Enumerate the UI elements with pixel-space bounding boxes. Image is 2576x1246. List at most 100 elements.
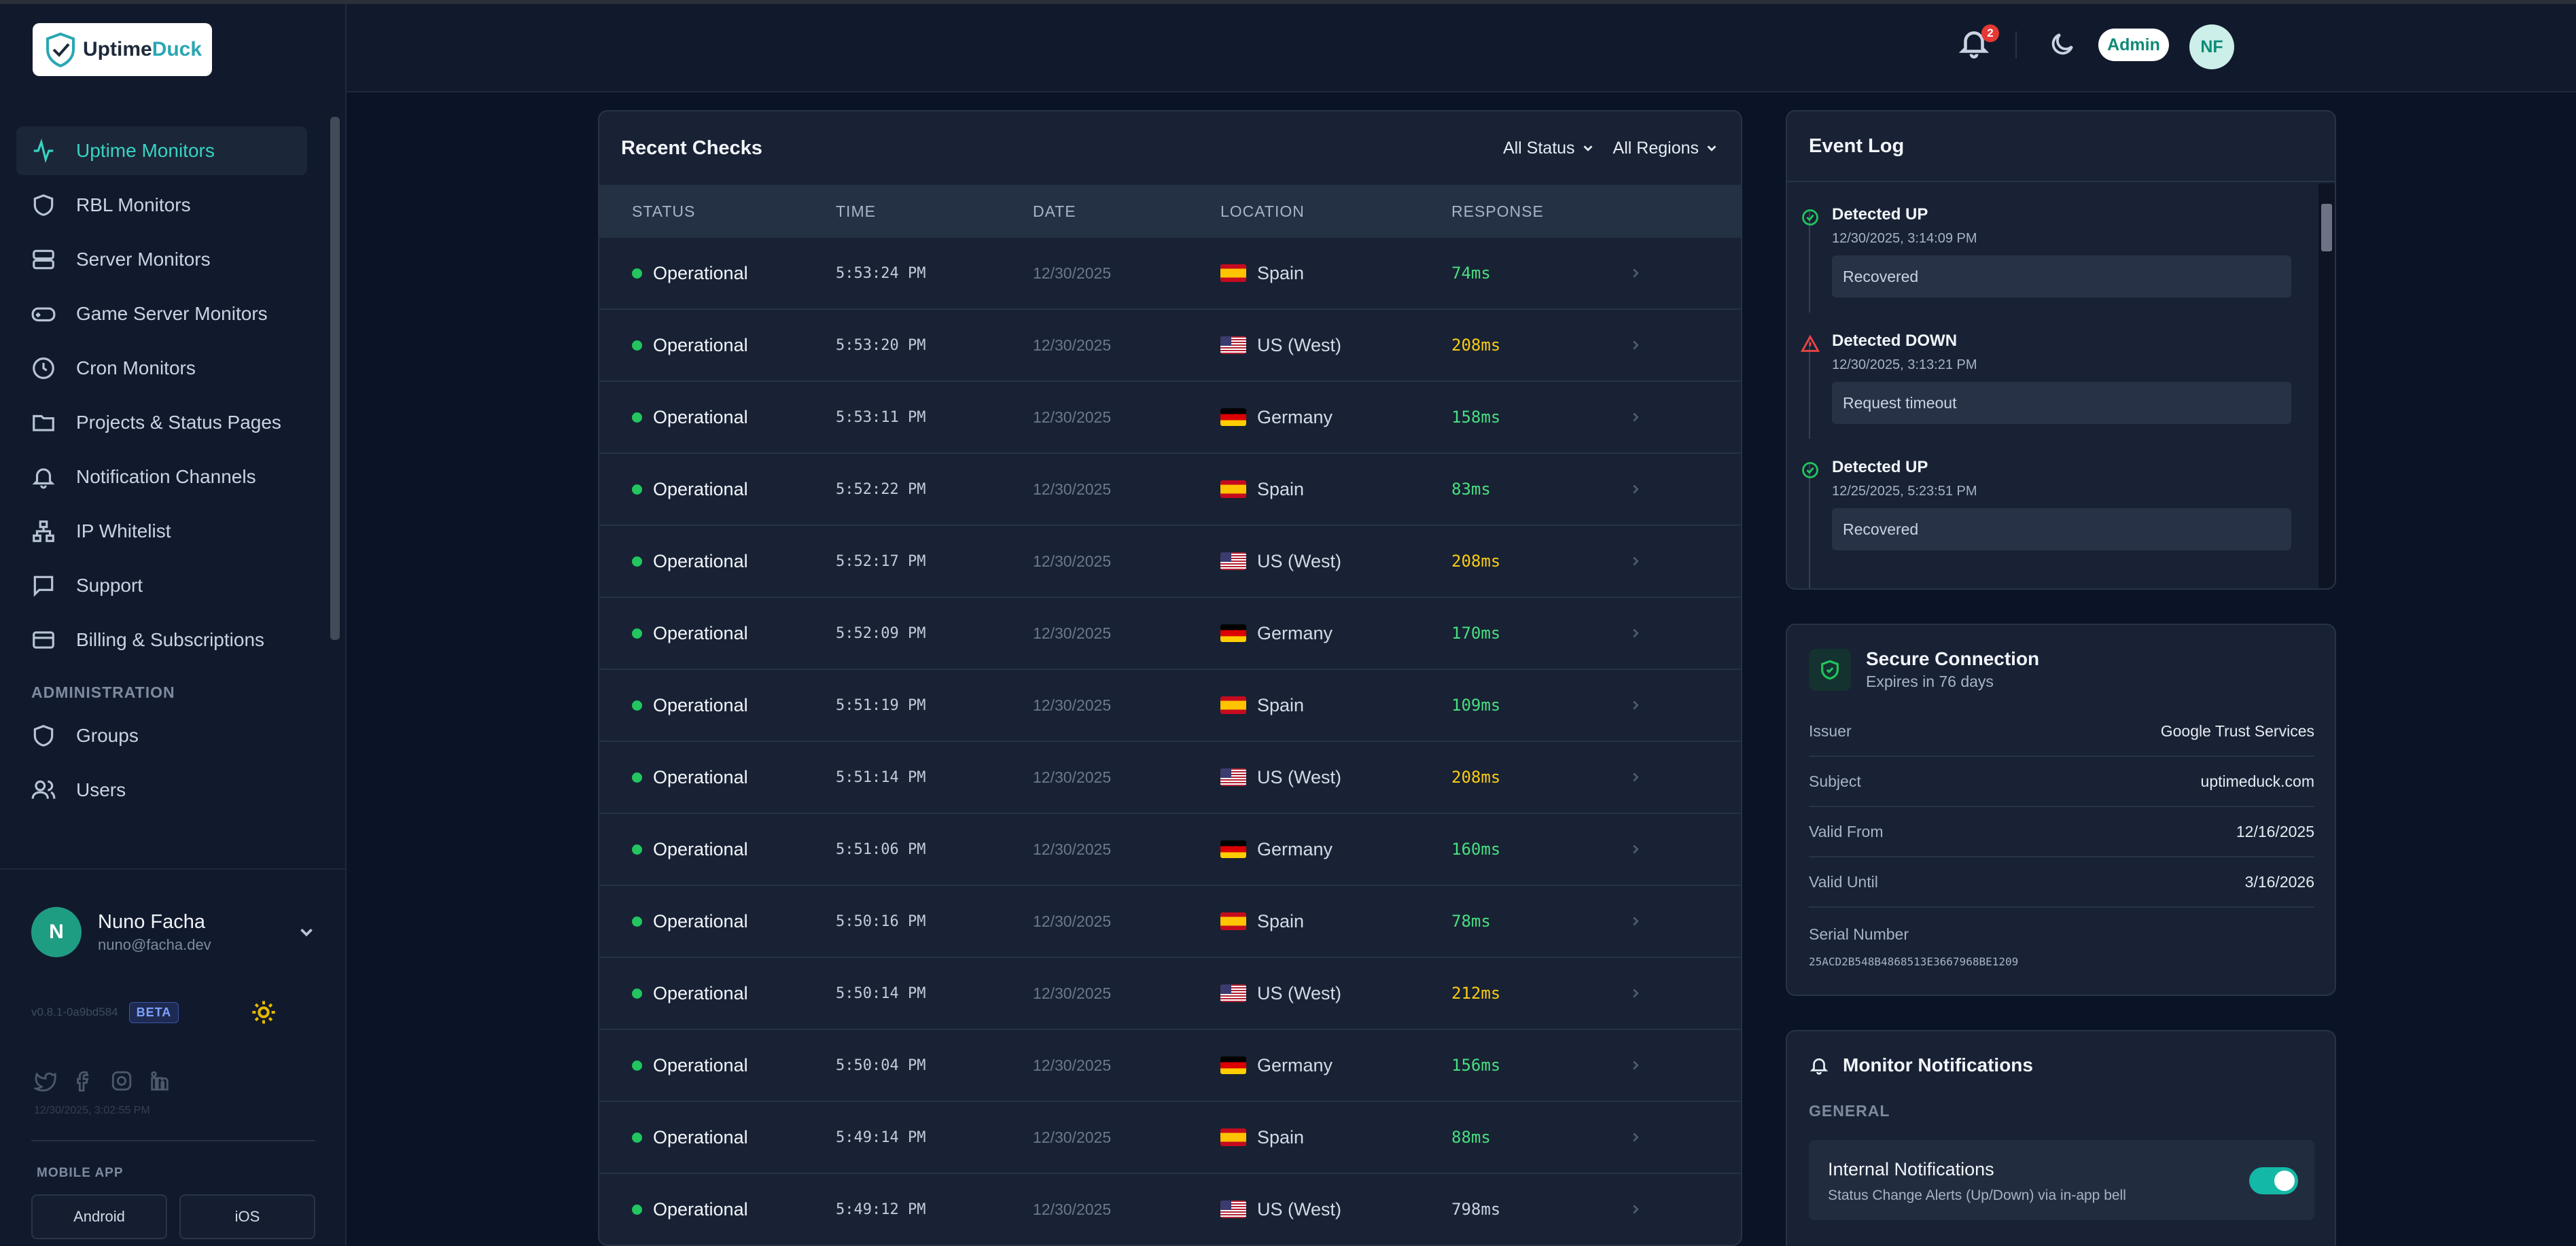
- chevron-right-icon[interactable]: [1628, 914, 1696, 929]
- chevron-right-icon[interactable]: [1628, 338, 1696, 353]
- time-cell: 5:51:06 PM: [836, 840, 926, 858]
- chevron-right-icon[interactable]: [1628, 770, 1696, 785]
- chevron-right-icon[interactable]: [1628, 554, 1696, 569]
- sidebar-scrollbar-thumb[interactable]: [330, 117, 340, 640]
- sidebar-item-label: Server Monitors: [76, 249, 211, 270]
- date-cell: 12/30/2025: [1033, 696, 1112, 714]
- linkedin-icon[interactable]: [148, 1069, 171, 1092]
- location-text: US (West): [1257, 550, 1342, 571]
- location-text: Germany: [1257, 838, 1333, 859]
- cert-row-valid-from: Valid From 12/16/2025: [1809, 807, 2314, 857]
- response-cell: 109ms: [1451, 696, 1501, 715]
- avatar: N: [31, 907, 82, 957]
- chevron-right-icon[interactable]: [1628, 410, 1696, 425]
- status-dot: [632, 700, 642, 711]
- sidebar-item-support[interactable]: Support: [16, 561, 307, 610]
- table-row[interactable]: Operational 5:52:09 PM 12/30/2025 Germany 17…: [599, 598, 1741, 670]
- chevron-right-icon[interactable]: [1628, 1130, 1696, 1145]
- status-cell: Operational: [599, 407, 836, 428]
- social-links: [34, 1069, 171, 1092]
- table-row[interactable]: Operational 5:52:17 PM 12/30/2025 US (West)…: [599, 526, 1741, 598]
- chevron-right-icon[interactable]: [1628, 1202, 1696, 1217]
- shield-icon: [30, 192, 57, 219]
- region-filter-dropdown[interactable]: All Regions: [1613, 139, 1719, 158]
- sidebar-item-projects-status-pages[interactable]: Projects & Status Pages: [16, 398, 307, 447]
- location-cell: Germany: [1220, 407, 1451, 428]
- header-avatar[interactable]: NF: [2189, 24, 2234, 69]
- sidebar-item-game-server-monitors[interactable]: Game Server Monitors: [16, 289, 307, 338]
- chevron-right-icon[interactable]: [1628, 266, 1696, 281]
- chevron-right-icon[interactable]: [1628, 842, 1696, 857]
- network-icon: [30, 518, 57, 545]
- table-row[interactable]: Operational 5:49:14 PM 12/30/2025 Spain 88ms: [599, 1102, 1741, 1174]
- chevron-right-icon[interactable]: [1628, 1058, 1696, 1073]
- status-dot: [632, 268, 642, 279]
- location-text: Germany: [1257, 1054, 1333, 1075]
- sidebar-item-notification-channels[interactable]: Notification Channels: [16, 452, 307, 501]
- status-text: Operational: [653, 1198, 748, 1220]
- status-cell: Operational: [599, 695, 836, 716]
- status-dot: [632, 628, 642, 639]
- table-row[interactable]: Operational 5:50:04 PM 12/30/2025 Germany 15…: [599, 1030, 1741, 1102]
- event-message: Recovered: [1832, 508, 2291, 550]
- android-button[interactable]: Android: [31, 1194, 167, 1239]
- time-cell: 5:50:04 PM: [836, 1056, 926, 1074]
- table-row[interactable]: Operational 5:52:22 PM 12/30/2025 Spain 83ms: [599, 454, 1741, 526]
- event-log-scrollbar-thumb[interactable]: [2321, 204, 2332, 251]
- sidebar-item-users[interactable]: Users: [16, 766, 307, 815]
- moon-icon[interactable]: [2048, 30, 2078, 60]
- section-heading-administration: ADMINISTRATION: [31, 683, 175, 701]
- chevron-right-icon[interactable]: [1628, 698, 1696, 713]
- chevron-right-icon[interactable]: [1628, 482, 1696, 497]
- facebook-icon[interactable]: [72, 1069, 95, 1092]
- status-text: Operational: [653, 622, 748, 643]
- ios-button[interactable]: iOS: [179, 1194, 315, 1239]
- chevron-down-icon[interactable]: [296, 922, 317, 942]
- chevron-right-icon[interactable]: [1628, 986, 1696, 1001]
- sidebar-item-rbl-monitors[interactable]: RBL Monitors: [16, 181, 307, 230]
- time-cell: 5:49:14 PM: [836, 1128, 926, 1146]
- location-cell: Spain: [1220, 695, 1451, 716]
- event-message: Request timeout: [1832, 382, 2291, 424]
- mobile-app-buttons: Android iOS: [31, 1194, 315, 1239]
- recent-checks-panel: Recent Checks All Status All Regions STA…: [598, 110, 1742, 1246]
- chevron-right-icon[interactable]: [1628, 626, 1696, 641]
- table-row[interactable]: Operational 5:53:11 PM 12/30/2025 Germany 15…: [599, 382, 1741, 454]
- instagram-icon[interactable]: [110, 1069, 133, 1092]
- checks-table-body: Operational 5:53:24 PM 12/30/2025 Spain 74ms…: [599, 238, 1741, 1245]
- twitter-icon[interactable]: [34, 1069, 57, 1092]
- table-row[interactable]: Operational 5:53:20 PM 12/30/2025 US (West)…: [599, 310, 1741, 382]
- status-cell: Operational: [599, 479, 836, 500]
- date-cell: 12/30/2025: [1033, 1128, 1112, 1146]
- sidebar-item-cron-monitors[interactable]: Cron Monitors: [16, 344, 307, 393]
- response-cell: 208ms: [1451, 552, 1501, 571]
- status-filter-dropdown[interactable]: All Status: [1503, 139, 1595, 158]
- panel-title: Event Log: [1787, 111, 2335, 182]
- table-row[interactable]: Operational 5:51:06 PM 12/30/2025 Germany 16…: [599, 814, 1741, 886]
- shield-check-icon: [1809, 648, 1851, 691]
- status-cell: Operational: [599, 1199, 836, 1220]
- table-row[interactable]: Operational 5:49:12 PM 12/30/2025 US (West)…: [599, 1174, 1741, 1245]
- sidebar-item-server-monitors[interactable]: Server Monitors: [16, 235, 307, 284]
- table-row[interactable]: Operational 5:50:14 PM 12/30/2025 US (West)…: [599, 958, 1741, 1030]
- setting-title: Internal Notifications: [1828, 1159, 1994, 1179]
- status-dot: [632, 772, 642, 783]
- table-row[interactable]: Operational 5:51:19 PM 12/30/2025 Spain 109m…: [599, 670, 1741, 742]
- user-menu[interactable]: N Nuno Facha nuno@facha.dev: [31, 905, 317, 959]
- sidebar-item-billing-subscriptions[interactable]: Billing & Subscriptions: [16, 616, 307, 664]
- column-header-response: RESPONSE: [1451, 202, 1544, 220]
- sidebar-item-groups[interactable]: Groups: [16, 711, 307, 760]
- table-row[interactable]: Operational 5:50:16 PM 12/30/2025 Spain 78ms: [599, 886, 1741, 958]
- table-row[interactable]: Operational 5:51:14 PM 12/30/2025 US (West)…: [599, 742, 1741, 814]
- sidebar-item-ip-whitelist[interactable]: IP Whitelist: [16, 507, 307, 556]
- app-logo[interactable]: UptimeDuck: [33, 23, 212, 76]
- sidebar-item-uptime-monitors[interactable]: Uptime Monitors: [16, 126, 307, 175]
- response-cell: 798ms: [1451, 1200, 1501, 1219]
- notifications-bell-icon[interactable]: [1957, 26, 1992, 61]
- sidebar-item-label: RBL Monitors: [76, 194, 191, 215]
- table-row[interactable]: Operational 5:53:24 PM 12/30/2025 Spain 74ms: [599, 238, 1741, 310]
- internal-notifications-toggle[interactable]: [2249, 1167, 2298, 1194]
- theme-toggle-sun-icon[interactable]: [250, 999, 277, 1026]
- status-dot: [632, 1132, 642, 1143]
- time-cell: 5:53:11 PM: [836, 408, 926, 426]
